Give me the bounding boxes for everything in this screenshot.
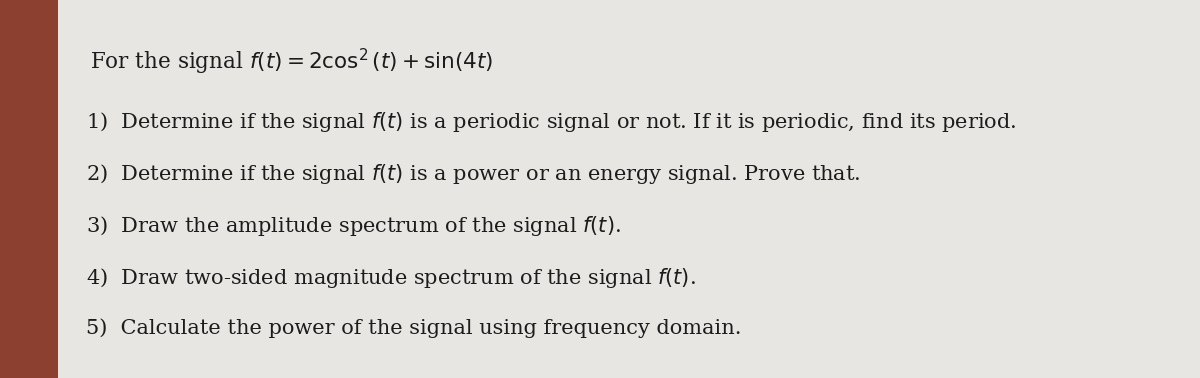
Text: For the signal $f(t) = 2\cos^2(t) + \sin(4t)$: For the signal $f(t) = 2\cos^2(t) + \sin… — [90, 47, 493, 77]
Text: 2)  Determine if the signal $f(t)$ is a power or an energy signal. Prove that.: 2) Determine if the signal $f(t)$ is a p… — [86, 162, 860, 186]
Text: 1)  Determine if the signal $f(t)$ is a periodic signal or not. If it is periodi: 1) Determine if the signal $f(t)$ is a p… — [86, 110, 1016, 133]
Text: 5)  Calculate the power of the signal using frequency domain.: 5) Calculate the power of the signal usi… — [86, 318, 742, 338]
Text: 4)  Draw two-sided magnitude spectrum of the signal $f(t)$.: 4) Draw two-sided magnitude spectrum of … — [86, 266, 696, 290]
Bar — [0, 0, 58, 378]
Text: 3)  Draw the amplitude spectrum of the signal $f(t)$.: 3) Draw the amplitude spectrum of the si… — [86, 214, 622, 238]
